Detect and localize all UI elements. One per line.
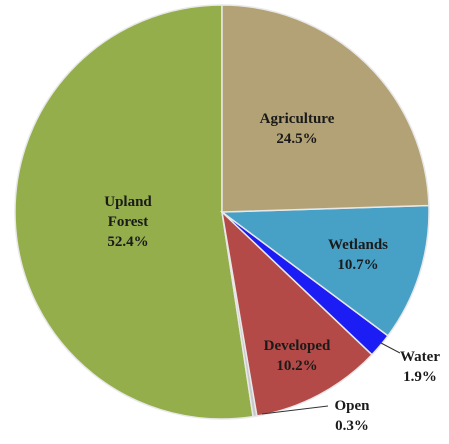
value-label: 1.9% xyxy=(403,369,437,385)
category-label: Agriculture xyxy=(259,111,335,127)
value-label: 52.4% xyxy=(107,234,149,250)
value-label: 10.7% xyxy=(337,257,379,273)
slice-label: Developed 10.2% xyxy=(237,336,357,376)
slice-label: Wetlands 10.7% xyxy=(298,235,418,275)
pie-slice xyxy=(219,204,430,337)
leader-line xyxy=(261,405,329,415)
pie-slice xyxy=(221,4,430,213)
slice-label: Water 1.9% xyxy=(385,347,449,387)
pie-slice xyxy=(14,4,254,420)
category-label: Upland Forest xyxy=(104,194,152,230)
value-label: 0.3% xyxy=(335,418,369,434)
slice-label: Agriculture 24.5% xyxy=(237,109,357,149)
value-label: 24.5% xyxy=(276,131,318,147)
value-label: 10.2% xyxy=(276,358,318,374)
slice-label: Open 0.3% xyxy=(322,396,382,436)
category-label: Water xyxy=(400,349,440,365)
category-label: Wetlands xyxy=(327,237,388,253)
category-label: Open xyxy=(334,398,370,414)
category-label: Developed xyxy=(263,338,331,354)
leader-line xyxy=(380,342,401,354)
pie-slice xyxy=(220,209,374,417)
slice-label: Upland Forest 52.4% xyxy=(93,192,163,252)
